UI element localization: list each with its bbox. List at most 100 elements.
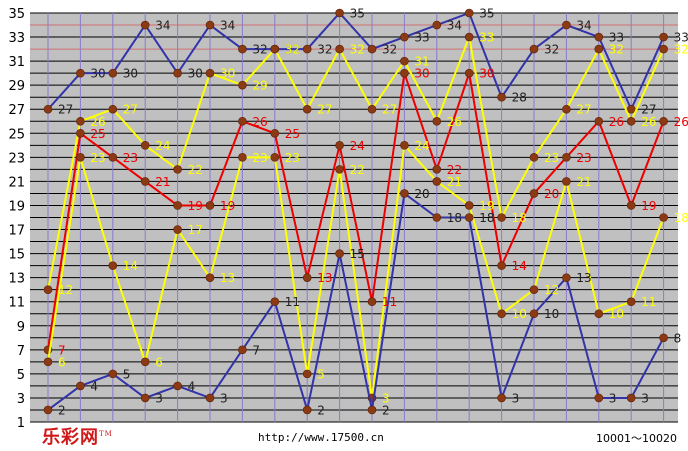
data-label: 19: [641, 199, 656, 213]
data-label: 26: [252, 115, 267, 129]
data-label: 26: [609, 115, 624, 129]
data-point: [497, 261, 506, 270]
y-tick-label: 15: [8, 248, 25, 263]
data-point: [76, 381, 85, 391]
data-label: 30: [90, 67, 105, 81]
data-point: [562, 20, 571, 30]
data-label: 2: [382, 403, 390, 417]
data-point: [529, 189, 539, 198]
data-point: [432, 213, 442, 222]
data-label: 7: [58, 343, 66, 357]
data-point: [367, 44, 377, 54]
data-point: [173, 201, 182, 210]
data-label: 22: [447, 163, 462, 177]
data-label: 33: [674, 31, 688, 45]
y-tick-label: 3: [17, 392, 25, 407]
data-point: [659, 333, 668, 343]
data-point: [464, 213, 474, 222]
data-point: [108, 153, 118, 162]
data-label: 25: [285, 127, 300, 141]
data-label: 19: [188, 199, 203, 213]
data-label: 26: [674, 115, 688, 129]
data-label: 12: [58, 283, 73, 297]
data-label: 7: [252, 343, 260, 357]
y-tick-label: 25: [8, 127, 25, 142]
data-label: 5: [317, 367, 325, 381]
data-label: 24: [155, 139, 170, 153]
data-point: [238, 116, 247, 126]
data-label: 10: [544, 307, 559, 321]
data-point: [270, 297, 280, 307]
data-point: [432, 116, 442, 126]
data-point: [594, 32, 604, 42]
series-layer: [43, 8, 668, 415]
data-label: 18: [512, 211, 527, 225]
data-point: [497, 213, 506, 222]
data-point: [497, 92, 506, 102]
data-label: 3: [382, 391, 390, 405]
data-label: 35: [350, 7, 365, 21]
data-label: 4: [188, 379, 196, 393]
data-point: [626, 201, 636, 210]
data-point: [659, 44, 668, 54]
data-point: [400, 32, 409, 42]
data-point: [562, 104, 571, 114]
data-label: 32: [674, 43, 688, 57]
data-point: [302, 405, 312, 415]
data-label: 33: [609, 31, 624, 45]
data-point: [432, 177, 442, 186]
data-point: [205, 393, 215, 403]
data-point: [270, 128, 280, 138]
data-point: [367, 297, 377, 307]
data-label: 17: [188, 223, 203, 237]
data-point: [205, 201, 215, 210]
data-label: 26: [641, 115, 656, 129]
series-line-1: [47, 11, 665, 112]
data-label: 23: [285, 151, 300, 165]
data-point: [529, 44, 539, 54]
data-label: 18: [674, 211, 688, 225]
data-point: [529, 153, 539, 162]
data-label: 5: [123, 367, 131, 381]
data-label: 27: [317, 103, 332, 117]
data-label: 35: [479, 7, 494, 21]
data-point: [108, 369, 118, 379]
data-point: [497, 309, 506, 319]
data-point: [173, 165, 182, 174]
data-point: [659, 213, 668, 222]
data-point: [43, 104, 53, 114]
data-point: [432, 20, 442, 30]
y-tick-label: 31: [8, 55, 25, 70]
data-point: [140, 20, 150, 30]
data-point: [464, 68, 474, 78]
data-point: [335, 44, 344, 54]
data-point: [594, 44, 604, 54]
data-label: 8: [674, 331, 682, 345]
data-label: 32: [285, 43, 300, 57]
y-tick-label: 19: [8, 199, 25, 214]
data-label: 27: [58, 103, 73, 117]
data-label: 30: [479, 67, 494, 81]
data-point: [205, 68, 215, 78]
data-label: 30: [414, 67, 429, 81]
y-tick-label: 17: [8, 224, 25, 239]
data-point: [108, 261, 118, 270]
data-point: [76, 128, 85, 138]
data-label: 24: [414, 139, 429, 153]
data-point: [270, 153, 280, 162]
data-label: 12: [544, 283, 559, 297]
y-tick-label: 7: [17, 344, 25, 359]
data-label: 32: [285, 43, 300, 57]
data-label: 23: [252, 151, 267, 165]
data-label: 32: [252, 43, 267, 57]
data-point: [594, 116, 604, 126]
data-label: 30: [188, 67, 203, 81]
data-label: 26: [90, 115, 105, 129]
data-point: [594, 393, 604, 403]
data-point: [659, 32, 668, 42]
data-label: 27: [123, 103, 138, 117]
data-point: [302, 273, 312, 282]
